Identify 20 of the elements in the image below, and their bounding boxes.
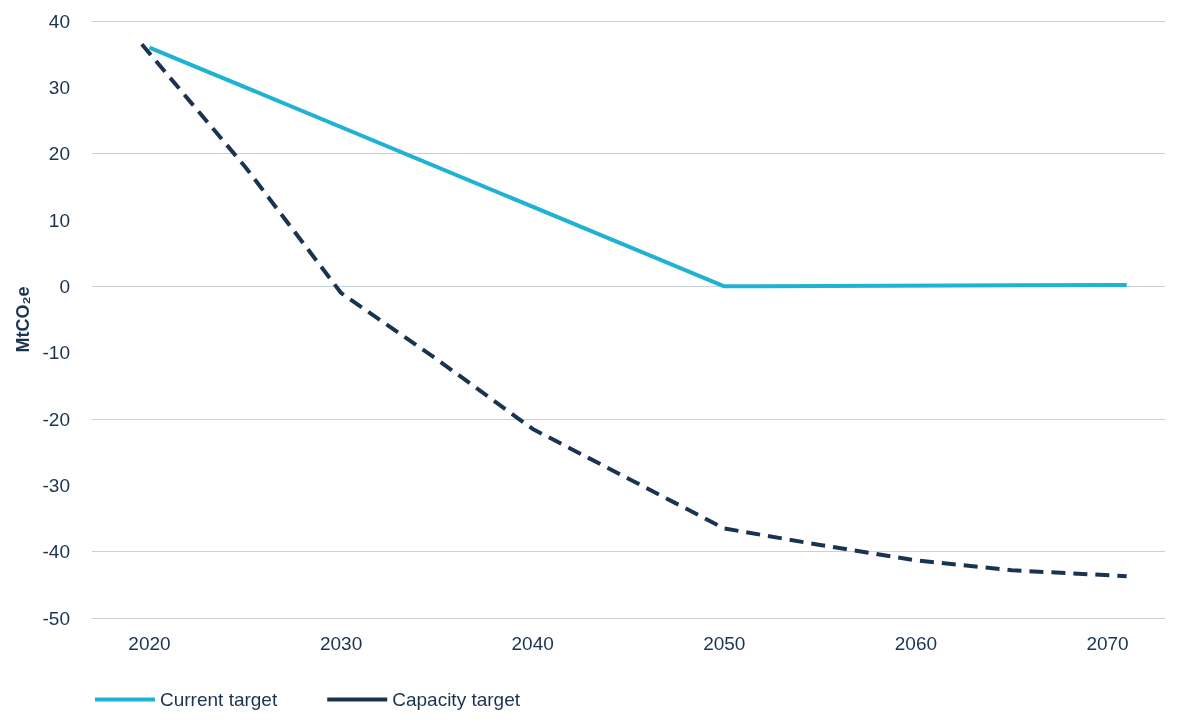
x-tick-label: 2020	[128, 633, 171, 654]
legend-label: Current target	[160, 689, 278, 710]
y-tick-label: -40	[42, 541, 70, 563]
x-tick-label: 2040	[511, 633, 554, 654]
y-tick-label: 40	[48, 10, 70, 32]
y-tick-label: -30	[42, 474, 70, 496]
y-tick-label: -20	[42, 408, 70, 430]
y-tick-label: 20	[48, 143, 70, 165]
x-tick-label: 2060	[894, 633, 938, 654]
y-tick-label: 0	[59, 275, 70, 297]
x-tick-label: 2030	[319, 633, 363, 654]
y-tick-label: 30	[48, 76, 70, 98]
x-tick-label: 2050	[703, 633, 746, 654]
y-tick-label: -50	[42, 607, 70, 629]
legend-label: Capacity target	[392, 689, 521, 710]
line-series	[139, 42, 1129, 579]
y-tick-label: -10	[42, 342, 70, 364]
y-tick-label: 10	[48, 209, 70, 231]
x-tick-label: 2070	[1086, 633, 1129, 654]
y-axis-title: MtCO₂e	[12, 286, 33, 353]
